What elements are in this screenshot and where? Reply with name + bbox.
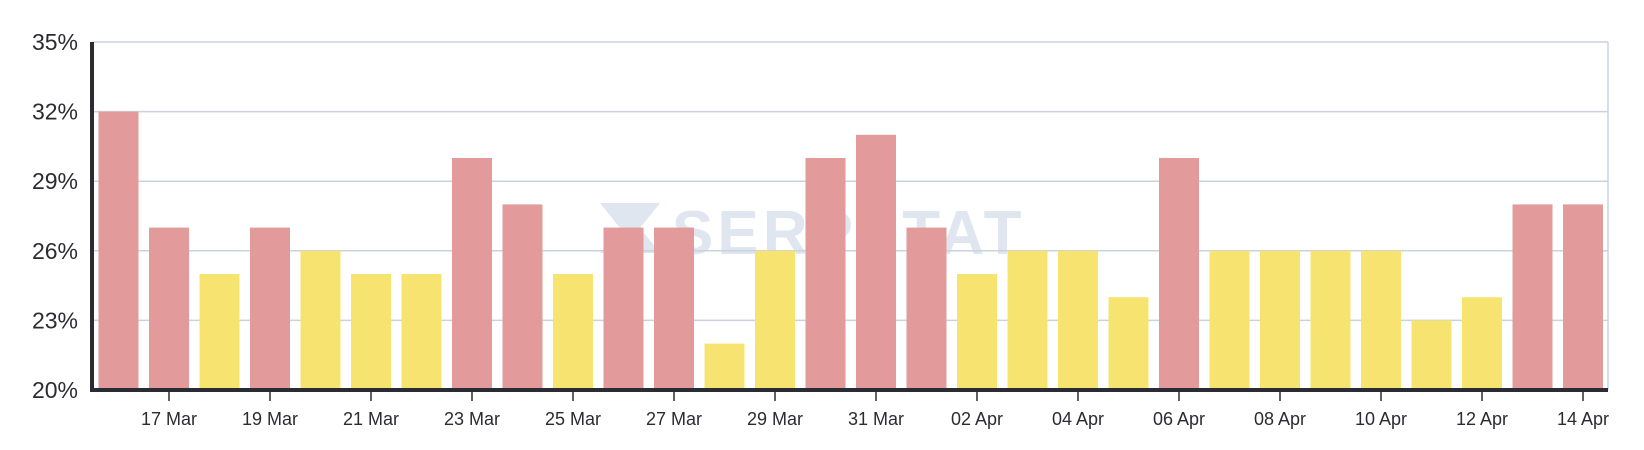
x-tick-label: 21 Mar: [343, 409, 399, 429]
bar-20-mar[interactable]: [300, 250, 341, 390]
y-tick-label: 23%: [32, 307, 78, 333]
bar-26-mar[interactable]: [603, 227, 644, 390]
bar-27-mar[interactable]: [654, 227, 694, 390]
bar-24-mar[interactable]: [502, 204, 543, 390]
bar-10-apr[interactable]: [1361, 250, 1401, 390]
x-tick-label: 04 Apr: [1052, 409, 1104, 429]
bars: [98, 111, 1603, 390]
bar-23-mar[interactable]: [452, 158, 492, 390]
bar-29-mar[interactable]: [755, 250, 795, 390]
bar-30-mar[interactable]: [805, 158, 846, 390]
bar-08-apr[interactable]: [1260, 250, 1300, 390]
bar-21-mar[interactable]: [351, 274, 391, 390]
bar-13-apr[interactable]: [1512, 204, 1553, 390]
bar-19-mar[interactable]: [250, 227, 290, 390]
x-tick-label: 31 Mar: [848, 409, 904, 429]
y-tick-label: 32%: [32, 99, 78, 125]
bar-25-mar[interactable]: [553, 274, 593, 390]
y-axis-labels: 20% 23% 26% 29% 32% 35%: [32, 29, 78, 403]
y-tick-label: 29%: [32, 168, 78, 194]
grid: [92, 41, 1609, 390]
bar-12-apr[interactable]: [1462, 297, 1502, 390]
bar-14-apr[interactable]: [1563, 204, 1603, 390]
x-axis-labels: 17 Mar 19 Mar 21 Mar 23 Mar 25 Mar 27 Mar 29 M…: [141, 392, 1609, 429]
y-tick-label: 35%: [32, 29, 78, 55]
y-tick-label: 26%: [32, 238, 78, 264]
bar-06-apr[interactable]: [1159, 158, 1199, 390]
watermark-text: SERPSTAT: [672, 199, 1026, 268]
x-tick-label: 19 Mar: [242, 409, 298, 429]
bar-03-apr[interactable]: [1007, 250, 1048, 390]
y-tick-label: 20%: [32, 377, 78, 403]
x-tick-label: 12 Apr: [1456, 409, 1508, 429]
bar-07-apr[interactable]: [1209, 250, 1250, 390]
x-tick-label: 25 Mar: [545, 409, 601, 429]
bar-05-apr[interactable]: [1108, 297, 1149, 390]
axes: [90, 42, 1608, 392]
x-tick-label: 23 Mar: [444, 409, 500, 429]
bar-18-mar[interactable]: [199, 274, 240, 390]
x-tick-label: 06 Apr: [1153, 409, 1205, 429]
bar-09-apr[interactable]: [1310, 250, 1351, 390]
x-tick-label: 08 Apr: [1254, 409, 1306, 429]
bar-04-apr[interactable]: [1058, 250, 1098, 390]
x-tick-label: 10 Apr: [1355, 409, 1407, 429]
x-tick-label: 29 Mar: [747, 409, 803, 429]
bar-22-mar[interactable]: [401, 274, 442, 390]
bar-11-apr[interactable]: [1411, 320, 1452, 390]
bar-02-apr[interactable]: [957, 274, 997, 390]
x-tick-label: 27 Mar: [646, 409, 702, 429]
x-tick-label: 14 Apr: [1557, 409, 1609, 429]
bar-01-apr[interactable]: [906, 227, 947, 390]
x-tick-label: 02 Apr: [951, 409, 1003, 429]
bar-17-mar[interactable]: [149, 227, 189, 390]
x-tick-label: 17 Mar: [141, 409, 197, 429]
bar-31-mar[interactable]: [856, 134, 896, 390]
bar-16-mar[interactable]: [98, 111, 139, 390]
bar-28-mar[interactable]: [704, 343, 745, 390]
